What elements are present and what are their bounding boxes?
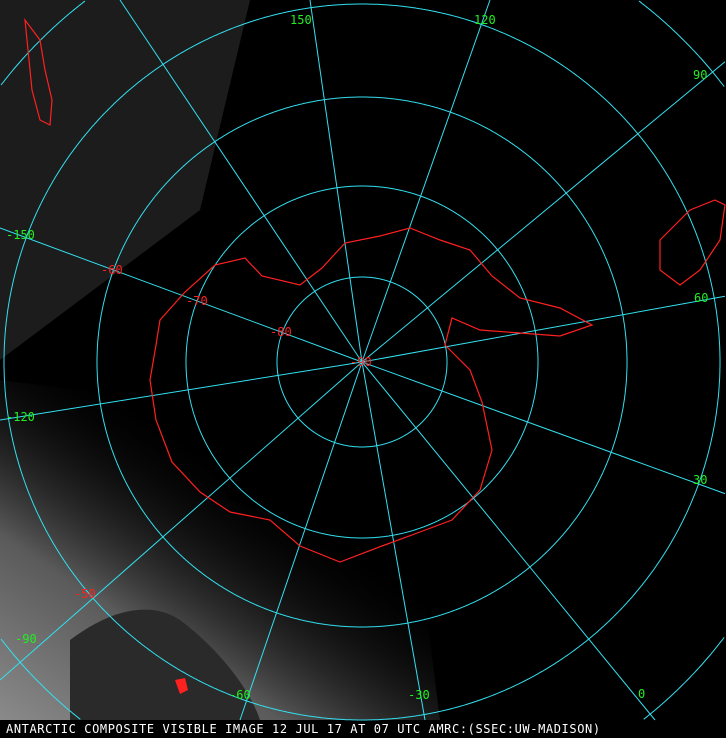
- lon-label-60: 60: [694, 291, 708, 305]
- longitude-line: [309, 0, 363, 363]
- graticule: [0, 0, 726, 721]
- lon-label-minus-120: -120: [6, 410, 35, 424]
- south-america-tip: [175, 678, 188, 694]
- latitude-circle: [276, 276, 448, 448]
- lon-label-minus-30: -30: [408, 688, 430, 702]
- lon-label-minus-60: -60: [229, 688, 251, 702]
- latitude-circle: [185, 185, 539, 539]
- grid-labels: 150 120 90 60 30 0 -30 -60 -90 -120 -150…: [6, 13, 708, 702]
- longitude-line: [0, 361, 363, 421]
- lat-label-minus-50: -50: [74, 587, 96, 601]
- south-africa-coastline: [659, 199, 726, 286]
- lat-label-minus-80: -80: [270, 325, 292, 339]
- lat-label-minus-90: -90: [350, 355, 372, 369]
- antarctica-coastline: [149, 227, 594, 563]
- lon-label-120: 120: [474, 13, 496, 27]
- longitude-line: [361, 361, 656, 721]
- lat-label-minus-60: -60: [101, 263, 123, 277]
- australia-coastline: [24, 17, 53, 126]
- lon-label-0: 0: [638, 687, 645, 701]
- image-caption: ANTARCTIC COMPOSITE VISIBLE IMAGE 12 JUL…: [6, 722, 601, 736]
- lon-label-150: 150: [290, 13, 312, 27]
- longitude-line: [0, 227, 363, 363]
- longitude-line: [0, 361, 363, 681]
- lon-label-minus-90: -90: [15, 632, 37, 646]
- longitude-line: [361, 61, 726, 363]
- dark-ocean-patch: [70, 609, 260, 720]
- latitude-circle: [0, 0, 725, 720]
- lon-label-90: 90: [693, 68, 707, 82]
- lon-label-minus-150: -150: [6, 228, 35, 242]
- lat-label-minus-70: -70: [186, 294, 208, 308]
- longitude-line: [361, 361, 726, 495]
- longitude-line: [361, 295, 726, 363]
- longitude-line: [239, 361, 363, 721]
- latitude-circle: [96, 96, 628, 628]
- latitude-circle: [3, 3, 721, 721]
- longitude-line: [361, 0, 491, 363]
- lon-label-30: 30: [693, 473, 707, 487]
- longitude-line: [119, 0, 363, 363]
- cloud-region-top-left: [0, 0, 250, 360]
- longitude-line: [361, 361, 426, 721]
